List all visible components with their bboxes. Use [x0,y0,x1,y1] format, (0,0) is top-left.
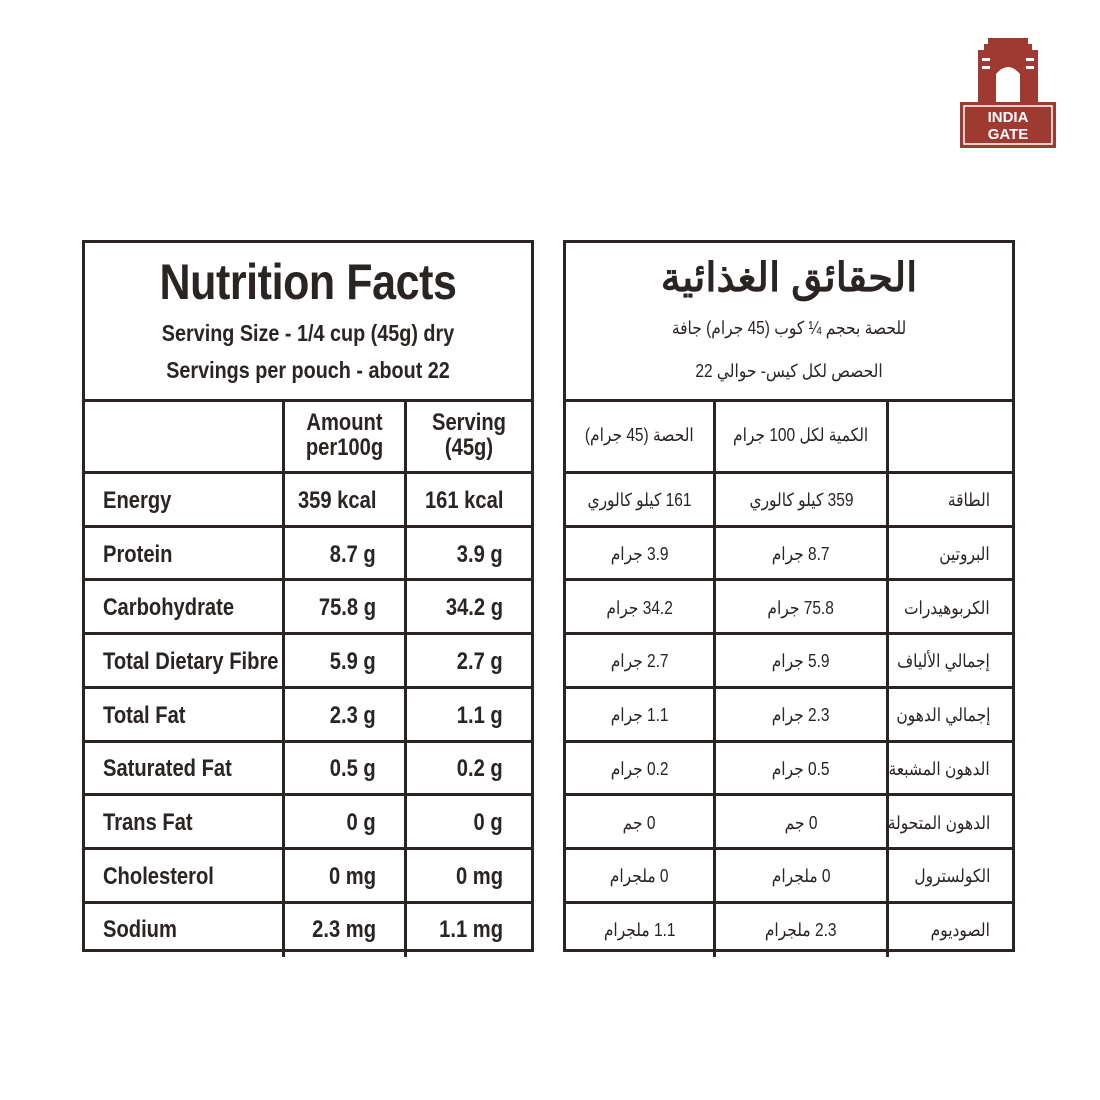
amount-per-serving: 0 جم [623,812,656,833]
amount-per-100g: 8.7 g [282,527,404,582]
nutrient-label: إجمالي الألياف [886,635,1012,689]
table-row: Total Fat 2.3 g 1.1 g [85,685,531,743]
amount-per-100g: 359 كيلو كالوري [713,474,886,528]
amount-per-serving: 2.7 جرام [610,651,669,672]
amount-per-100g: 0 ملجرام [713,849,886,904]
english-serving-size: Serving Size - 1/4 cup (45g) dry [161,320,455,346]
amount-per-serving: 161 kcal [404,474,531,528]
amount-per-serving: 3.9 جرام [610,544,669,565]
table-row: Carbohydrate 75.8 g 34.2 g [85,578,531,636]
amount-per-serving: 0 ملجرام [610,866,669,887]
amount-per-serving: 161 كيلو كالوري [587,490,692,511]
arabic-column-header-row: الحصة (45 جرام) الكمية لكل 100 جرام [566,399,1012,471]
table-row: Total Dietary Fibre 5.9 g 2.7 g [85,632,531,689]
amount-per-100g: 5.9 جرام [713,635,886,689]
amount-per-serving: 34.2 g [404,581,531,636]
nutrient-label: الدهون المشبعة [886,742,1012,797]
english-col-serving: Serving (45g) [404,399,531,471]
table-row: 0 جم 0 جم الدهون المتحولة [566,793,1012,850]
logo-line2: GATE [988,126,1029,143]
arabic-empty-header [886,399,1012,471]
amount-per-100g: 2.3 جرام [713,688,886,743]
amount-per-serving: 0.2 g [404,742,531,797]
table-row: Cholesterol 0 mg 0 mg [85,846,531,904]
nutrient-label: الدهون المتحولة [886,796,1012,850]
nutrient-label: الكولسترول [886,849,1012,904]
amount-per-serving: 1.1 ملجرام [603,919,676,940]
logo-line1: INDIA [988,109,1029,126]
amount-per-serving: 0.2 جرام [610,758,669,779]
nutrient-label: Carbohydrate [103,594,235,622]
table-row: 0 ملجرام 0 ملجرام الكولسترول [566,846,1012,904]
english-column-header-row: Amount per100g Serving (45g) [85,399,531,471]
nutrient-label: الطاقة [886,474,1012,528]
amount-per-serving: 3.9 g [404,527,531,582]
table-row: 1.1 جرام 2.3 جرام إجمالي الدهون [566,685,1012,743]
amount-per-100g: 359 kcal [282,474,404,528]
amount-per-100g: 5.9 g [282,635,404,689]
table-row: Energy 359 kcal 161 kcal [85,471,531,528]
nutrient-label: إجمالي الدهون [886,688,1012,743]
table-row: 161 كيلو كالوري 359 كيلو كالوري الطاقة [566,471,1012,528]
nutrient-label: الصوديوم [886,903,1012,958]
arabic-table: الحصة (45 جرام) الكمية لكل 100 جرام 161 … [566,399,1012,958]
arabic-col-per100: الكمية لكل 100 جرام [713,399,886,471]
nutrition-facts-arabic: الحقائق الغذائية للحصة بحجم ¼ كوب (45 جر… [563,240,1015,958]
table-row: Saturated Fat 0.5 g 0.2 g [85,739,531,797]
amount-per-serving: 1.1 جرام [610,705,669,726]
nutrition-facts-english: Nutrition Facts Serving Size - 1/4 cup (… [82,240,534,958]
nutrient-label: Trans Fat [103,809,193,837]
arabic-header: الحقائق الغذائية للحصة بحجم ¼ كوب (45 جر… [566,243,1012,402]
english-col-per100: Amount per100g [282,399,404,471]
arabic-col-serving: الحصة (45 جرام) [585,424,694,445]
table-row: 1.1 ملجرام 2.3 ملجرام الصوديوم [566,900,1012,958]
amount-per-serving: 2.7 g [404,635,531,689]
nutrient-label: Saturated Fat [103,755,232,783]
amount-per-100g: 0 جم [713,796,886,850]
table-row: Protein 8.7 g 3.9 g [85,524,531,582]
amount-per-100g: 8.7 جرام [713,527,886,582]
arabic-servings-per: الحصص لكل كيس- حوالي 22 [695,361,883,381]
nutrient-label: البروتين [886,527,1012,582]
amount-per-100g: 2.3 mg [282,903,404,958]
english-title: Nutrition Facts [159,254,457,310]
amount-per-serving: 0 mg [404,849,531,904]
amount-per-serving: 1.1 g [404,688,531,743]
arabic-title: الحقائق الغذائية [660,256,918,300]
nutrient-label: Sodium [103,916,177,944]
english-empty-header [85,399,282,471]
table-row: 2.7 جرام 5.9 جرام إجمالي الألياف [566,632,1012,689]
table-row: 3.9 جرام 8.7 جرام البروتين [566,524,1012,582]
india-gate-logo: INDIA GATE [958,36,1058,150]
arabic-serving-size: للحصة بحجم ¼ كوب (45 جرام) جافة [671,318,907,338]
nutrient-label: Total Dietary Fibre [103,647,279,675]
amount-per-serving: 0 g [404,796,531,850]
table-row: 34.2 جرام 75.8 جرام الكربوهيدرات [566,578,1012,636]
english-table: Amount per100g Serving (45g) Energy 359 k… [85,399,531,958]
amount-per-serving: 34.2 جرام [606,597,673,618]
amount-per-100g: 75.8 g [282,581,404,636]
english-servings-per: Servings per pouch - about 22 [166,357,450,383]
amount-per-100g: 0.5 جرام [713,742,886,797]
amount-per-100g: 75.8 جرام [713,581,886,636]
english-header: Nutrition Facts Serving Size - 1/4 cup (… [85,243,531,402]
amount-per-100g: 2.3 ملجرام [713,903,886,958]
table-row: Sodium 2.3 mg 1.1 mg [85,900,531,958]
nutrient-label: Cholesterol [103,862,214,890]
amount-per-serving: 1.1 mg [404,903,531,958]
nutrient-label: Energy [103,486,172,514]
nutrient-label: Protein [103,540,173,568]
amount-per-100g: 2.3 g [282,688,404,743]
nutrient-label: الكربوهيدرات [886,581,1012,636]
nutrient-label: Total Fat [103,701,186,729]
amount-per-100g: 0 g [282,796,404,850]
amount-per-100g: 0 mg [282,849,404,904]
table-row: 0.2 جرام 0.5 جرام الدهون المشبعة [566,739,1012,797]
amount-per-100g: 0.5 g [282,742,404,797]
